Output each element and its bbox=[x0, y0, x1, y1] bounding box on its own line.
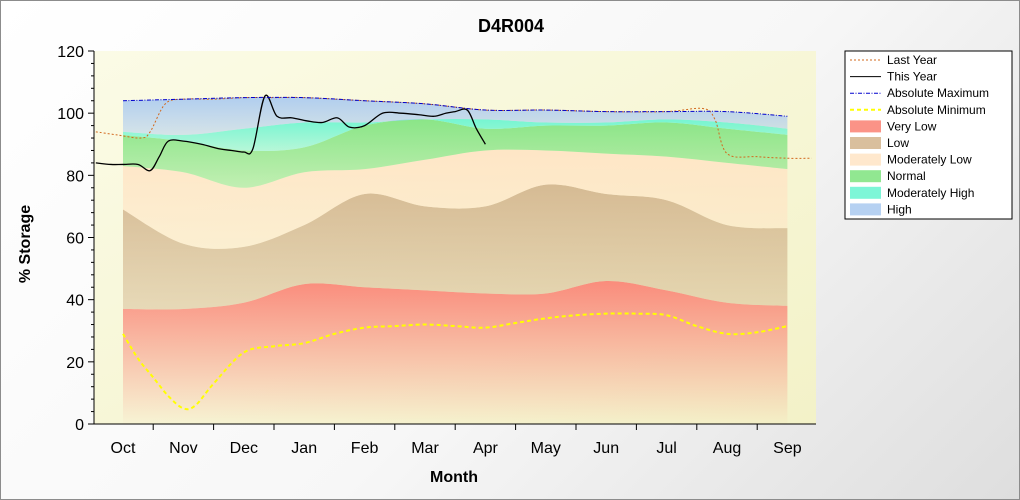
y-tick-label: 120 bbox=[57, 44, 84, 61]
plot-area bbox=[94, 51, 816, 424]
legend-label: High bbox=[887, 202, 912, 216]
y-tick-label: 60 bbox=[66, 231, 84, 248]
y-tick-label: 100 bbox=[57, 106, 84, 123]
band-low bbox=[123, 184, 788, 310]
x-tick-label: Dec bbox=[230, 440, 258, 457]
series-absolute-minimum bbox=[122, 312, 788, 411]
series-this-year bbox=[95, 94, 486, 172]
band-normal bbox=[123, 119, 788, 188]
legend-swatch bbox=[850, 153, 881, 166]
x-tick-label: Sep bbox=[773, 440, 802, 457]
x-tick-label: Nov bbox=[169, 440, 197, 457]
x-tick-label: Jun bbox=[593, 440, 619, 457]
y-tick-label: 80 bbox=[66, 168, 84, 185]
y-axis-title: % Storage bbox=[17, 205, 34, 283]
legend: Last Year This Year Absolute Maximum Absolu… bbox=[844, 50, 1013, 220]
y-tick-label: 0 bbox=[75, 417, 84, 434]
legend-label: Last Year bbox=[887, 53, 937, 67]
y-tick-label: 20 bbox=[66, 355, 84, 372]
legend-label: Absolute Maximum bbox=[887, 86, 989, 100]
legend-label: Moderately Low bbox=[887, 153, 972, 167]
legend-label: Very Low bbox=[887, 119, 937, 133]
x-tick-label: Oct bbox=[111, 440, 136, 457]
band-very-low bbox=[123, 280, 788, 424]
legend-label: Normal bbox=[887, 169, 926, 183]
legend-swatch bbox=[850, 120, 881, 133]
x-tick-label: Mar bbox=[411, 440, 439, 457]
band-high bbox=[123, 97, 788, 135]
x-tick-label: May bbox=[531, 440, 561, 457]
x-tick-label: Jan bbox=[291, 440, 317, 457]
legend-swatch bbox=[850, 137, 881, 149]
legend-label: This Year bbox=[887, 70, 937, 84]
series-last-year bbox=[95, 96, 812, 159]
x-tick-label: Feb bbox=[351, 440, 379, 457]
series-absolute-maximum bbox=[122, 96, 788, 117]
y-tick-label: 40 bbox=[66, 293, 84, 310]
legend-swatch bbox=[850, 170, 881, 183]
axes: 0 20 40 60 80 100 120 Oct Nov Dec Jan Feb Mar Apr May J… bbox=[57, 44, 816, 457]
band-moderately-high bbox=[123, 118, 788, 152]
legend-label: Moderately High bbox=[887, 186, 974, 200]
legend-swatch bbox=[850, 203, 881, 216]
x-tick-label: Aug bbox=[713, 440, 741, 457]
legend-label: Absolute Minimum bbox=[887, 103, 986, 117]
x-tick-label: Jul bbox=[656, 440, 676, 457]
chart-title: D4R004 bbox=[478, 16, 544, 36]
legend-swatch bbox=[850, 186, 881, 199]
legend-label: Low bbox=[887, 136, 909, 150]
x-tick-label: Apr bbox=[473, 440, 499, 457]
band-moderately-low bbox=[123, 149, 788, 249]
x-axis-title: Month bbox=[430, 469, 478, 486]
